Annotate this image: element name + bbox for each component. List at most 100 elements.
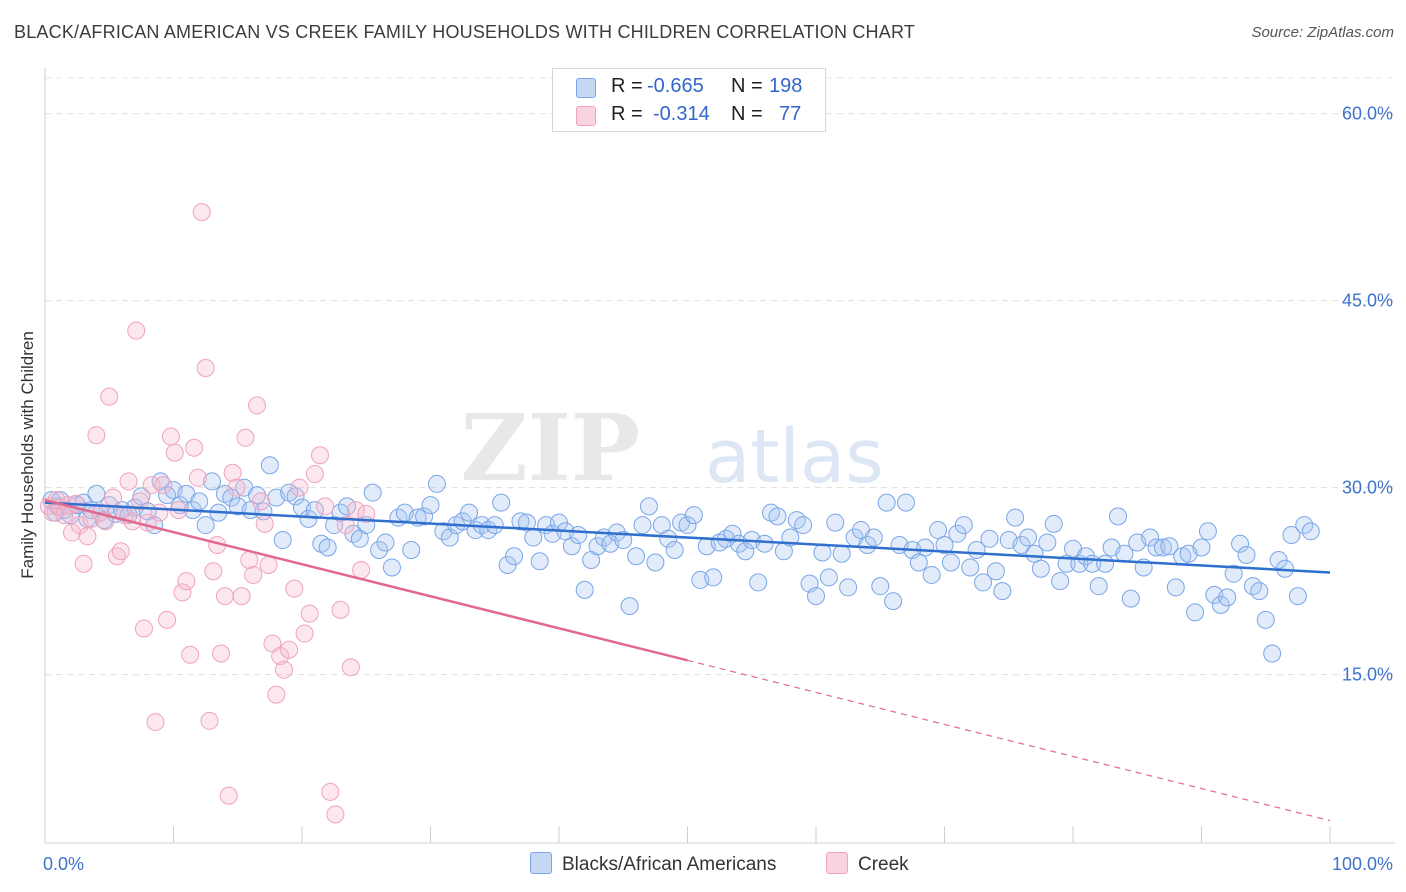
creek-point [134,619,153,638]
blacks-point [190,492,209,511]
blacks-point [922,565,941,584]
creek-point [74,554,93,573]
x-tick-label: 100.0% [1332,854,1393,874]
blacks-point [402,541,421,560]
creek-point [212,644,231,663]
creek-point [295,624,314,643]
creek-point [78,527,97,546]
blacks-point [363,483,382,502]
creek-point [100,387,119,406]
creek-point [251,492,270,511]
x-tick-label: 0.0% [43,854,84,874]
blacks-point [337,497,356,516]
blacks-point [511,512,530,531]
creek-point [192,203,211,222]
blacks-point [620,597,639,616]
blacks-point [1089,577,1108,596]
blacks-point [826,513,845,532]
blacks-point [974,573,993,592]
blacks-point [1282,526,1301,545]
legend-n-value: 198 [769,75,803,97]
blacks-point [684,506,703,525]
source-label: Source: ZipAtlas.com [1251,24,1394,41]
blacks-point [961,558,980,577]
blacks-point [646,553,665,572]
blacks-point [993,582,1012,601]
legend-n-value: 77 [779,103,802,125]
blacks-point [877,493,896,512]
legend-r-label: R = [611,103,643,125]
bottom-legend-label-creek: Creek [858,854,909,875]
creek-point [127,321,146,340]
blacks-point [723,524,742,543]
creek-point [244,565,263,584]
blacks-point [421,496,440,515]
blacks-point [1198,522,1217,541]
creek-point [154,476,173,495]
chart-title: BLACK/AFRICAN AMERICAN VS CREEK FAMILY H… [14,22,916,42]
creek-point [82,509,101,528]
blacks-point [196,516,215,535]
blacks-point [485,516,504,535]
creek-point [275,660,294,679]
creek-point [240,550,259,569]
legend-n-label: N = [731,75,763,97]
bottom-legend-swatch-blacks [530,852,552,874]
creek-point [200,711,219,730]
creek-point [161,427,180,446]
blacks-point [678,516,697,535]
legend-n-label: N = [731,103,763,125]
blacks-point [370,541,389,560]
watermark-atlas: atlas [705,414,884,500]
creek-point [227,478,246,497]
blacks-point [415,507,434,526]
creek-point [248,396,267,415]
creek-point [181,645,200,664]
creek-point [219,786,238,805]
blacks-point [1288,587,1307,606]
blacks-point [530,552,549,571]
blacks-point [1218,588,1237,607]
creek-trend-line [44,498,688,662]
creek-point [300,604,319,623]
blacks-point [1250,582,1269,601]
creek-point [104,488,123,507]
blacks-point [704,568,723,587]
creek-point [119,472,138,491]
creek-point [310,446,329,465]
creek-point [336,516,355,535]
creek-point [280,640,299,659]
creek-trend-extension [687,659,1331,822]
blacks-point [768,507,787,526]
creek-point [285,579,304,598]
creek-point [326,805,345,824]
blacks-point [819,568,838,587]
blacks-point [794,516,813,535]
creek-point [232,587,251,606]
blacks-point [1147,538,1166,557]
blacks-point [1224,564,1243,583]
blacks-point [896,493,915,512]
creek-point [188,468,207,487]
creek-point [223,463,242,482]
stats-legend: R = -0.665 N = 198 R = -0.314 N = 77 [552,68,826,132]
creek-point [321,782,340,801]
blacks-point [87,484,106,503]
creek-point [165,443,184,462]
watermark-zip: ZIP [461,394,640,502]
creek-point [271,646,290,665]
bottom-legend-creek: Creek [826,852,909,876]
creek-point [267,685,286,704]
blacks-point [1038,533,1057,552]
creek-point [215,587,234,606]
blacks-point [1012,536,1031,555]
blacks-point [376,533,395,552]
blacks-point [524,528,543,547]
creek-point [352,560,371,579]
blacks-point [575,580,594,599]
blacks-trend-line [44,501,1331,574]
blacks-point [1186,603,1205,622]
blacks-point [986,562,1005,581]
y-tick-label: 45.0% [1342,291,1393,311]
creek-point [255,514,274,533]
